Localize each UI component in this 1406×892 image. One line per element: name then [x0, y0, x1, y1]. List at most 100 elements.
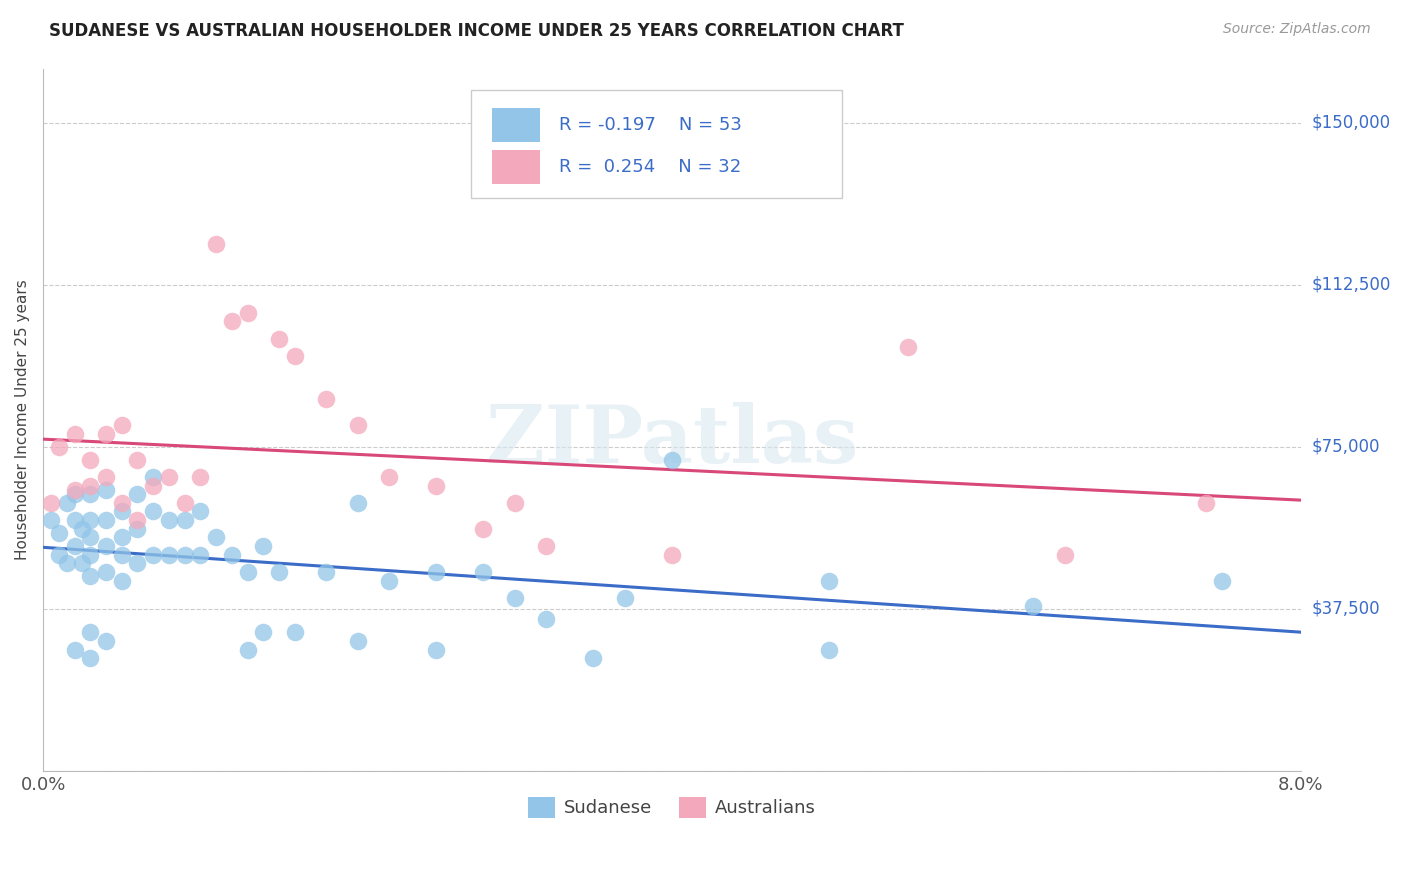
Point: [173, 548, 195, 562]
Point: [142, 504, 165, 518]
Point: [236, 565, 259, 579]
Point: [267, 565, 290, 579]
Point: [142, 548, 165, 562]
Point: [818, 642, 841, 657]
Point: [79, 530, 101, 544]
Point: [63, 426, 86, 441]
Point: [346, 496, 368, 510]
Point: [79, 651, 101, 665]
Point: [1022, 599, 1045, 614]
Point: [472, 522, 495, 536]
Point: [111, 496, 134, 510]
Point: [157, 470, 180, 484]
Point: [190, 504, 212, 518]
Text: $75,000: $75,000: [1312, 438, 1381, 456]
Point: [818, 574, 841, 588]
Point: [1195, 496, 1218, 510]
Text: Source: ZipAtlas.com: Source: ZipAtlas.com: [1223, 22, 1371, 37]
Point: [94, 483, 117, 497]
Y-axis label: Householder Income Under 25 years: Householder Income Under 25 years: [15, 279, 30, 560]
Point: [63, 513, 86, 527]
Point: [111, 548, 134, 562]
Point: [661, 452, 683, 467]
Point: [157, 548, 180, 562]
Point: [39, 496, 62, 510]
Point: [79, 513, 101, 527]
Legend: Sudanese, Australians: Sudanese, Australians: [520, 789, 824, 825]
Point: [94, 565, 117, 579]
Point: [127, 513, 149, 527]
Point: [190, 470, 212, 484]
Point: [897, 340, 920, 354]
Point: [221, 314, 243, 328]
Text: $150,000: $150,000: [1312, 113, 1391, 131]
Point: [284, 349, 307, 363]
Point: [79, 548, 101, 562]
Point: [63, 539, 86, 553]
Point: [1053, 548, 1076, 562]
Point: [94, 634, 117, 648]
Point: [190, 548, 212, 562]
Point: [111, 417, 134, 432]
Point: [582, 651, 605, 665]
Point: [63, 642, 86, 657]
Point: [472, 565, 495, 579]
Point: [315, 565, 337, 579]
Point: [79, 478, 101, 492]
Text: R = -0.197    N = 53: R = -0.197 N = 53: [558, 116, 741, 134]
Point: [127, 522, 149, 536]
Point: [79, 625, 101, 640]
Point: [205, 530, 228, 544]
Text: ZIPatlas: ZIPatlas: [485, 401, 858, 480]
Point: [127, 452, 149, 467]
Point: [111, 530, 134, 544]
Text: SUDANESE VS AUSTRALIAN HOUSEHOLDER INCOME UNDER 25 YEARS CORRELATION CHART: SUDANESE VS AUSTRALIAN HOUSEHOLDER INCOM…: [49, 22, 904, 40]
Point: [63, 483, 86, 497]
Point: [613, 591, 636, 605]
Point: [503, 591, 526, 605]
Point: [127, 487, 149, 501]
Point: [94, 426, 117, 441]
Point: [72, 522, 94, 536]
Point: [63, 487, 86, 501]
Point: [221, 548, 243, 562]
Point: [157, 513, 180, 527]
Point: [425, 642, 447, 657]
Point: [127, 556, 149, 570]
Point: [39, 513, 62, 527]
Point: [55, 556, 77, 570]
Point: [94, 513, 117, 527]
Point: [284, 625, 307, 640]
Point: [661, 548, 683, 562]
Point: [94, 539, 117, 553]
FancyBboxPatch shape: [492, 150, 540, 184]
Point: [48, 548, 70, 562]
Point: [111, 574, 134, 588]
Point: [236, 642, 259, 657]
Text: $112,500: $112,500: [1312, 276, 1391, 293]
Point: [236, 306, 259, 320]
Point: [48, 440, 70, 454]
Point: [425, 565, 447, 579]
Point: [252, 625, 274, 640]
Point: [425, 478, 447, 492]
Point: [72, 556, 94, 570]
Point: [378, 574, 401, 588]
Point: [173, 513, 195, 527]
Point: [252, 539, 274, 553]
FancyBboxPatch shape: [492, 108, 540, 142]
Point: [142, 470, 165, 484]
Point: [346, 634, 368, 648]
Point: [378, 470, 401, 484]
Point: [94, 470, 117, 484]
Point: [534, 612, 557, 626]
Point: [142, 478, 165, 492]
Text: $37,500: $37,500: [1312, 599, 1381, 617]
Point: [79, 569, 101, 583]
Point: [534, 539, 557, 553]
Point: [111, 504, 134, 518]
Text: R =  0.254    N = 32: R = 0.254 N = 32: [558, 158, 741, 176]
Point: [173, 496, 195, 510]
Point: [55, 496, 77, 510]
Point: [267, 332, 290, 346]
